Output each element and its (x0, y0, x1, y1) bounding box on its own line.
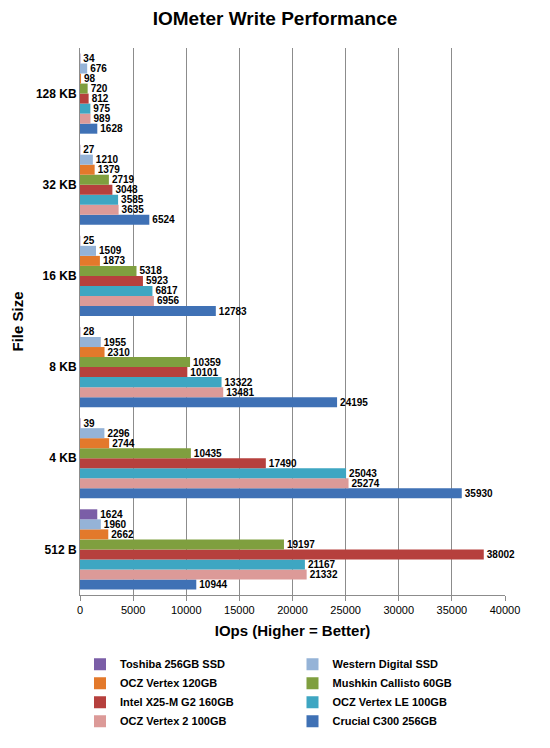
svg-text:13481: 13481 (226, 387, 254, 398)
svg-text:1873: 1873 (103, 255, 126, 266)
svg-text:10944: 10944 (199, 579, 227, 590)
svg-text:3585: 3585 (121, 194, 144, 205)
svg-text:1960: 1960 (104, 519, 127, 530)
svg-text:5923: 5923 (146, 275, 169, 286)
svg-text:5318: 5318 (140, 265, 163, 276)
svg-text:12783: 12783 (219, 306, 247, 317)
svg-text:128 KB: 128 KB (36, 87, 77, 101)
svg-text:2662: 2662 (111, 529, 134, 540)
svg-text:10101: 10101 (190, 367, 218, 378)
svg-text:32 KB: 32 KB (43, 178, 77, 192)
svg-text:IOMeter Write Performance: IOMeter Write Performance (153, 8, 398, 29)
svg-text:6956: 6956 (157, 295, 180, 306)
svg-text:24195: 24195 (340, 397, 368, 408)
svg-text:19197: 19197 (287, 539, 315, 550)
svg-text:30000: 30000 (383, 604, 414, 616)
svg-text:1379: 1379 (98, 164, 121, 175)
svg-text:21167: 21167 (308, 559, 336, 570)
svg-text:Intel X25-M G2 160GB: Intel X25-M G2 160GB (120, 696, 234, 708)
svg-text:38002: 38002 (487, 549, 515, 560)
svg-text:0: 0 (77, 604, 83, 616)
svg-text:Toshiba 256GB SSD: Toshiba 256GB SSD (120, 658, 225, 670)
svg-text:21332: 21332 (310, 569, 338, 580)
svg-text:Western Digital SSD: Western Digital SSD (333, 658, 439, 670)
svg-text:2719: 2719 (112, 174, 135, 185)
svg-text:1624: 1624 (100, 509, 123, 520)
svg-text:39: 39 (83, 418, 95, 429)
svg-text:OCZ Vertex 120GB: OCZ Vertex 120GB (120, 677, 217, 689)
svg-text:10435: 10435 (194, 448, 222, 459)
svg-text:28: 28 (83, 326, 95, 337)
svg-text:OCZ Vertex 2 100GB: OCZ Vertex 2 100GB (120, 715, 226, 727)
svg-text:File Size: File Size (9, 291, 26, 351)
svg-text:6817: 6817 (155, 285, 178, 296)
svg-text:40000: 40000 (490, 604, 521, 616)
svg-text:720: 720 (91, 83, 108, 94)
svg-text:27: 27 (83, 144, 95, 155)
svg-text:1210: 1210 (96, 154, 119, 165)
svg-text:1955: 1955 (104, 337, 127, 348)
svg-text:98: 98 (84, 73, 96, 84)
svg-text:10000: 10000 (171, 604, 202, 616)
svg-text:3635: 3635 (122, 204, 145, 215)
svg-text:1509: 1509 (99, 245, 122, 256)
svg-text:4 KB: 4 KB (49, 451, 77, 465)
svg-text:3048: 3048 (115, 184, 138, 195)
svg-text:676: 676 (90, 63, 107, 74)
svg-text:8 KB: 8 KB (49, 360, 77, 374)
svg-text:5000: 5000 (121, 604, 145, 616)
svg-text:1628: 1628 (100, 123, 123, 134)
svg-text:2310: 2310 (108, 347, 131, 358)
svg-text:25: 25 (83, 235, 95, 246)
svg-text:2744: 2744 (112, 438, 135, 449)
svg-text:25000: 25000 (330, 604, 361, 616)
svg-text:975: 975 (93, 103, 110, 114)
svg-text:IOps (Higher = Better): IOps (Higher = Better) (215, 622, 370, 639)
svg-text:20000: 20000 (277, 604, 308, 616)
svg-text:17490: 17490 (269, 458, 297, 469)
svg-text:6524: 6524 (152, 214, 175, 225)
svg-text:35930: 35930 (465, 488, 493, 499)
svg-text:35000: 35000 (437, 604, 468, 616)
svg-text:10359: 10359 (193, 357, 221, 368)
svg-text:OCZ Vertex LE 100GB: OCZ Vertex LE 100GB (333, 696, 447, 708)
svg-text:34: 34 (83, 53, 95, 64)
svg-text:16 KB: 16 KB (43, 269, 77, 283)
svg-text:13322: 13322 (225, 377, 253, 388)
svg-text:Crucial C300 256GB: Crucial C300 256GB (333, 715, 438, 727)
svg-text:2296: 2296 (107, 428, 130, 439)
svg-text:512 B: 512 B (45, 543, 77, 557)
svg-text:812: 812 (92, 93, 109, 104)
svg-text:25043: 25043 (349, 468, 377, 479)
svg-text:989: 989 (94, 113, 111, 124)
svg-text:25274: 25274 (352, 478, 380, 489)
svg-text:Mushkin Callisto 60GB: Mushkin Callisto 60GB (333, 677, 452, 689)
svg-text:15000: 15000 (224, 604, 255, 616)
